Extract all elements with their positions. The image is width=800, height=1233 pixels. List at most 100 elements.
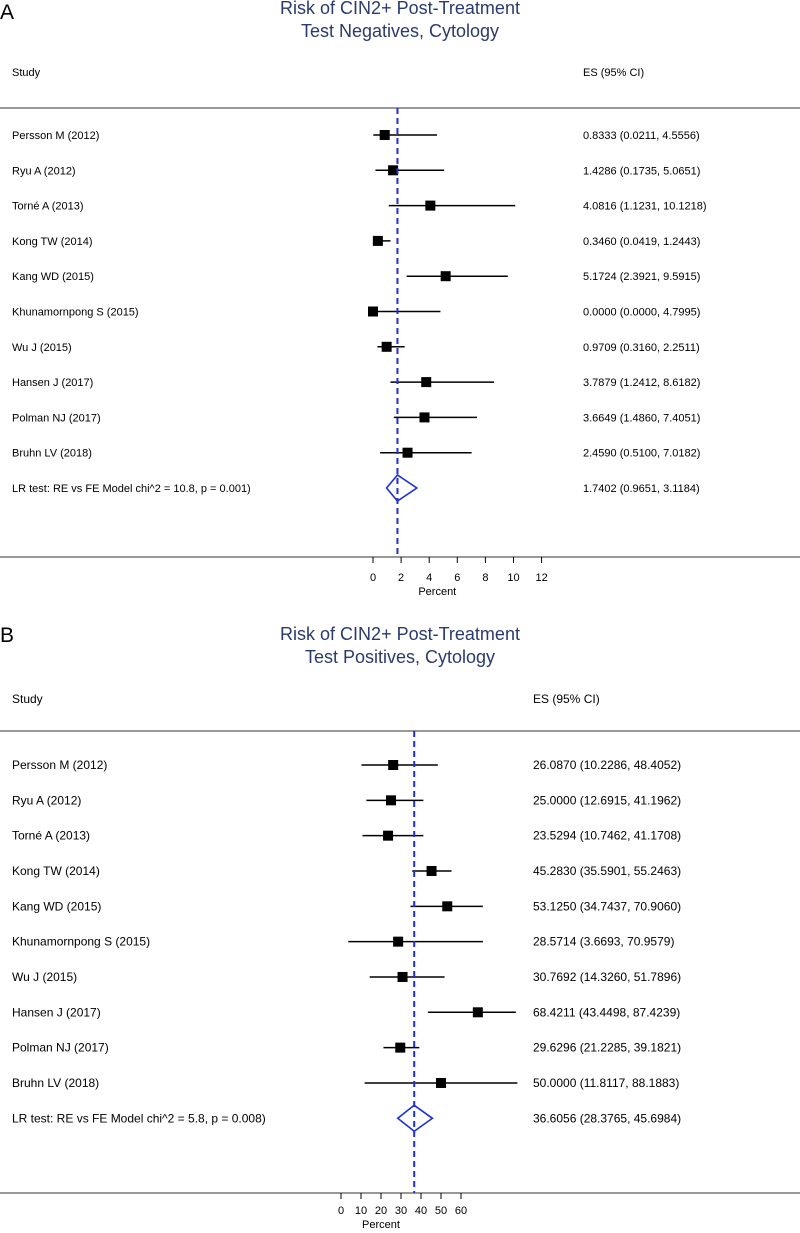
pooled-row: LR test: RE vs FE Model chi^2 = 10.8, p …: [12, 473, 700, 503]
study-label: Wu J (2015): [12, 970, 77, 984]
es-ci-value: 3.7879 (1.2412, 8.6182): [583, 377, 700, 389]
es-ci-value: 0.3460 (0.0419, 1.2443): [583, 236, 700, 248]
es-ci-value: 30.7692 (14.3260, 51.7896): [533, 970, 681, 984]
es-ci-value: 23.5294 (10.7462, 41.1708): [533, 829, 681, 843]
study-row: Persson M (2012) 0.8333 (0.0211, 4.5556): [12, 130, 700, 142]
effect-marker: [402, 447, 413, 458]
study-label: Hansen J (2017): [12, 377, 93, 389]
es-ci-value: 1.4286 (0.1735, 5.0651): [583, 165, 700, 177]
chart-subtitle: Test Positives, Cytology: [305, 647, 495, 667]
study-header: Study: [12, 67, 41, 79]
x-tick-label: 8: [482, 572, 488, 584]
study-row: Bruhn LV (2018) 50.0000 (11.8117, 88.1883…: [12, 1076, 679, 1090]
study-label: Khunamornpong S (2015): [12, 935, 150, 949]
x-tick-label: 30: [395, 1205, 407, 1217]
pooled-row: LR test: RE vs FE Model chi^2 = 5.8, p =…: [12, 1104, 681, 1133]
x-tick-label: 20: [375, 1205, 387, 1217]
effect-marker: [425, 200, 436, 211]
x-tick-label: 10: [507, 572, 519, 584]
effect-marker: [436, 1077, 446, 1088]
forest-panel-b: B Risk of CIN2+ Post-Treatment Test Positi…: [0, 624, 800, 1231]
study-header: Study: [12, 692, 43, 706]
study-row: Wu J (2015) 0.9709 (0.3160, 2.2511): [12, 341, 700, 354]
effect-marker: [440, 271, 451, 282]
effect-marker: [388, 165, 399, 176]
x-tick-label: 60: [455, 1205, 467, 1217]
effect-marker: [372, 235, 383, 246]
study-row: Kang WD (2015) 53.1250 (34.7437, 70.9060): [12, 899, 681, 913]
study-row: Hansen J (2017) 68.4211 (43.4498, 87.4239…: [12, 1005, 680, 1019]
pooled-diamond: [385, 473, 419, 503]
x-tick-label: 6: [454, 572, 460, 584]
es-ci-value: 53.1250 (34.7437, 70.9060): [533, 899, 681, 913]
study-row: Kang WD (2015) 5.1724 (2.3921, 9.5915): [12, 271, 700, 283]
effect-marker: [393, 936, 404, 947]
x-tick-label: 0: [370, 572, 376, 584]
pooled-label: LR test: RE vs FE Model chi^2 = 10.8, p …: [12, 483, 251, 495]
es-ci-value: 0.8333 (0.0211, 4.5556): [583, 130, 700, 142]
es-ci-value: 50.0000 (11.8117, 88.1883): [533, 1076, 679, 1090]
es-ci-value: 0.9709 (0.3160, 2.2511): [583, 342, 700, 354]
study-label: Persson M (2012): [12, 758, 107, 772]
study-row: Polman NJ (2017) 29.6296 (21.2285, 39.182…: [12, 1041, 681, 1055]
study-label: Kong TW (2014): [12, 236, 93, 248]
study-label: Polman NJ (2017): [12, 412, 101, 424]
study-label: Torné A (2013): [12, 201, 84, 213]
study-row: Kong TW (2014) 0.3460 (0.0419, 1.2443): [12, 235, 700, 248]
study-label: Persson M (2012): [12, 130, 99, 142]
study-row: Bruhn LV (2018) 2.4590 (0.5100, 7.0182): [12, 447, 700, 460]
x-axis: 0 10 20 30 40 50 60 Percent: [338, 1193, 467, 1231]
es-ci-value: 45.2830 (35.5901, 55.2463): [533, 864, 681, 878]
x-tick-label: 50: [435, 1205, 447, 1217]
x-tick-label: 2: [398, 572, 404, 584]
es-ci-value: 2.4590 (0.5100, 7.0182): [583, 448, 700, 460]
study-label: Ryu A (2012): [12, 793, 81, 807]
study-label: Hansen J (2017): [12, 1005, 101, 1019]
x-tick-label: 0: [338, 1205, 344, 1217]
pooled-es-ci-value: 36.6056 (28.3765, 45.6984): [533, 1111, 681, 1125]
study-label: Polman NJ (2017): [12, 1041, 109, 1055]
panel-label: A: [0, 1, 14, 24]
study-label: Bruhn LV (2018): [12, 448, 92, 460]
study-row: Persson M (2012) 26.0870 (10.2286, 48.405…: [12, 758, 681, 772]
es-ci-value: 68.4211 (43.4498, 87.4239): [533, 1005, 680, 1019]
es-ci-value: 0.0000 (0.0000, 4.7995): [583, 307, 700, 319]
effect-marker: [381, 341, 392, 352]
study-label: Kong TW (2014): [12, 864, 100, 878]
study-row: Polman NJ (2017) 3.6649 (1.4860, 7.4051): [12, 412, 700, 424]
x-axis-label: Percent: [362, 1219, 400, 1231]
effect-marker: [386, 795, 396, 806]
study-row: Hansen J (2017) 3.7879 (1.2412, 8.6182): [12, 377, 700, 389]
study-label: Kang WD (2015): [12, 899, 101, 913]
es-ci-value: 28.5714 (3.6693, 70.9579): [533, 935, 674, 949]
effect-marker: [368, 306, 378, 317]
study-row: Torné A (2013) 23.5294 (10.7462, 41.1708): [12, 829, 681, 843]
es-ci-value: 26.0870 (10.2286, 48.4052): [533, 758, 681, 772]
study-label: Torné A (2013): [12, 829, 90, 843]
study-label: Ryu A (2012): [12, 165, 76, 177]
es-ci-value: 3.6649 (1.4860, 7.4051): [583, 412, 700, 424]
x-tick-label: 4: [426, 572, 432, 584]
study-row: Khunamornpong S (2015) 28.5714 (3.6693, 7…: [12, 935, 674, 949]
es-header: ES (95% CI): [533, 692, 600, 706]
es-header: ES (95% CI): [583, 67, 644, 79]
study-row: Ryu A (2012) 1.4286 (0.1735, 5.0651): [12, 165, 700, 177]
effect-marker: [421, 377, 432, 388]
study-row: Kong TW (2014) 45.2830 (35.5901, 55.2463): [12, 864, 681, 878]
study-label: Kang WD (2015): [12, 271, 94, 283]
chart-subtitle: Test Negatives, Cytology: [301, 21, 499, 41]
pooled-diamond: [396, 1104, 434, 1133]
pooled-label: LR test: RE vs FE Model chi^2 = 5.8, p =…: [12, 1111, 266, 1125]
es-ci-value: 5.1724 (2.3921, 9.5915): [583, 271, 700, 283]
effect-marker: [426, 865, 437, 876]
panel-label: B: [0, 624, 14, 647]
pooled-es-ci-value: 1.7402 (0.9651, 3.1184): [583, 483, 700, 495]
study-label: Bruhn LV (2018): [12, 1076, 99, 1090]
study-row: Khunamornpong S (2015) 0.0000 (0.0000, 4.…: [12, 306, 700, 319]
x-axis-label: Percent: [418, 586, 456, 598]
x-axis: 0 2 4 6 8 10 12 Percent: [370, 557, 548, 598]
study-row: Torné A (2013) 4.0816 (1.1231, 10.1218): [12, 200, 707, 213]
chart-title: Risk of CIN2+ Post-Treatment: [280, 624, 520, 644]
effect-marker: [419, 412, 430, 423]
